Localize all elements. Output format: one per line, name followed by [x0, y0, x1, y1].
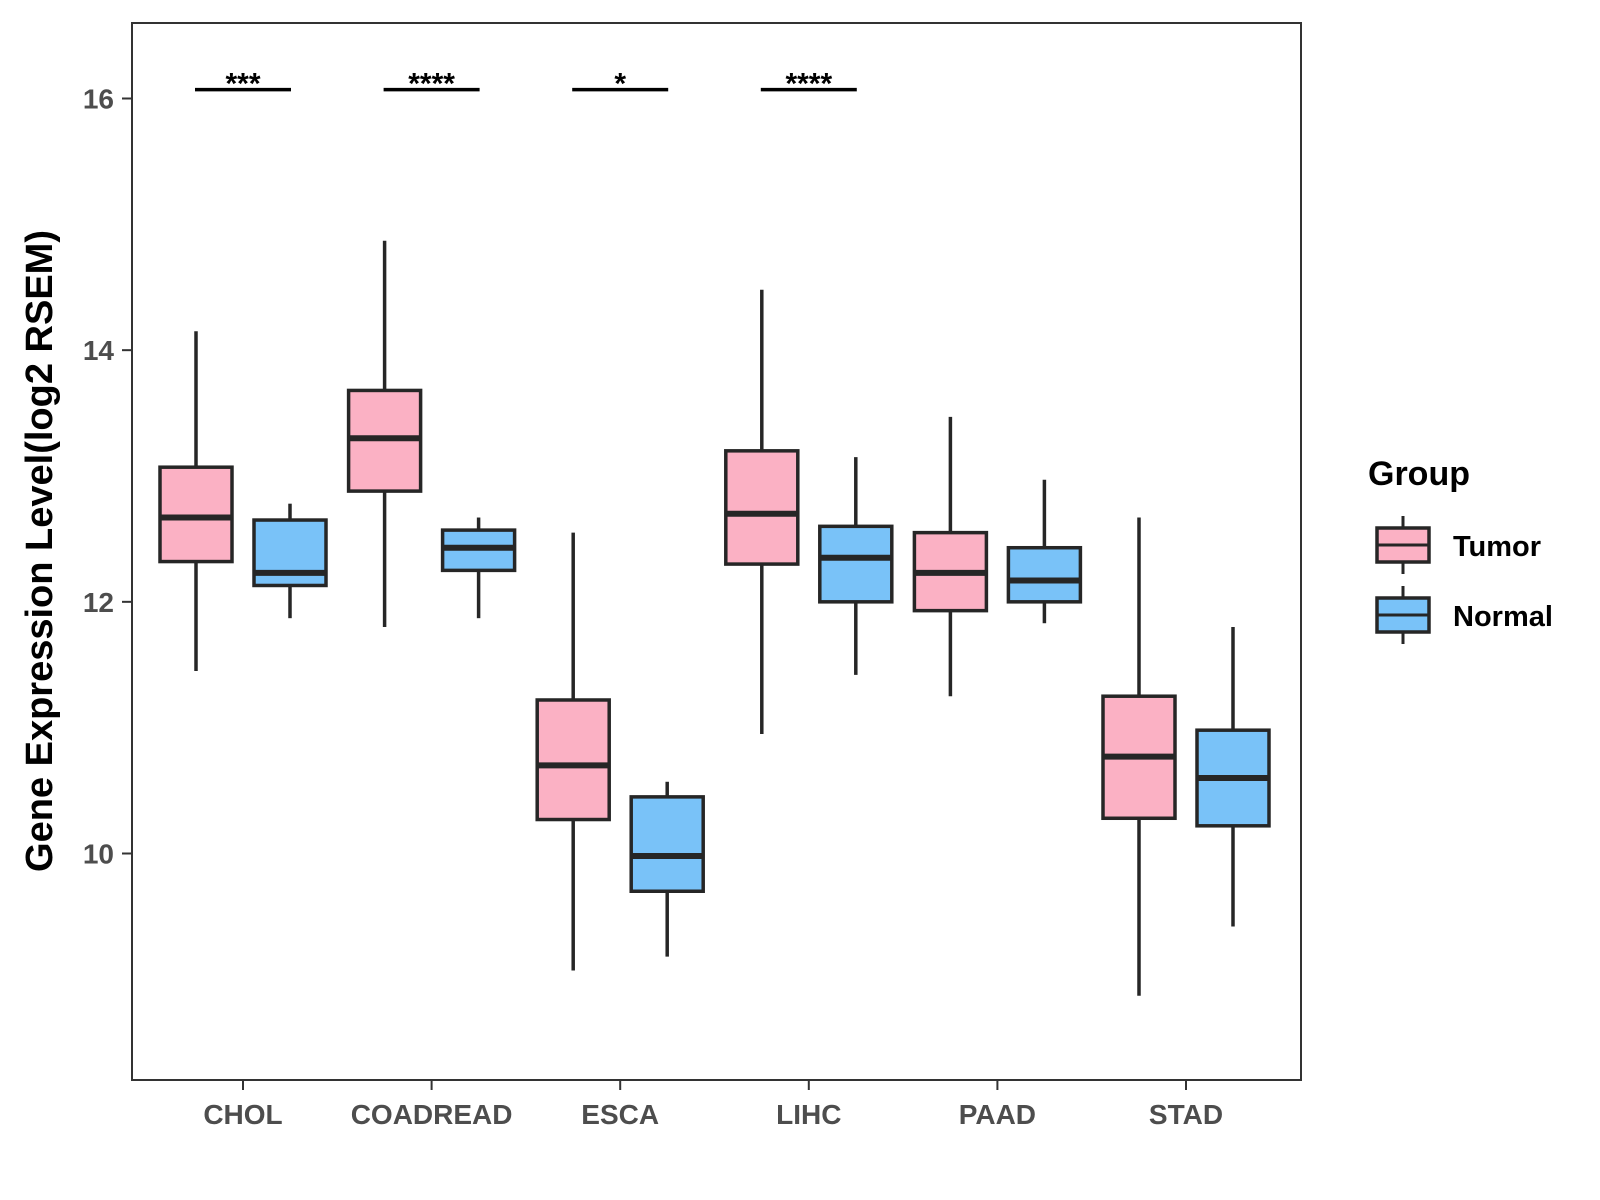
box-normal-coadread — [440, 517, 517, 619]
x-tick-label: CHOL — [203, 1099, 282, 1130]
box-tumor-esca — [535, 532, 611, 971]
box-tumor-lihc — [724, 289, 800, 734]
y-tick-label: 10 — [83, 839, 114, 870]
x-tick-label: STAD — [1149, 1099, 1223, 1130]
y-tick-label: 16 — [83, 84, 114, 115]
significance-label: **** — [785, 68, 832, 101]
box-normal-paad — [1006, 479, 1083, 624]
iqr-box — [724, 449, 800, 566]
x-tick-label: ESCA — [581, 1099, 659, 1130]
significance-label: * — [614, 68, 626, 101]
box-normal-lihc — [818, 457, 894, 675]
plot-panel-border — [131, 22, 1302, 1081]
box-tumor-stad — [1101, 517, 1177, 996]
legend-label: Normal — [1453, 601, 1553, 633]
iqr-box — [818, 524, 894, 604]
box-tumor-coadread — [346, 240, 423, 627]
x-tick-label: COADREAD — [351, 1099, 513, 1130]
legend: Group Tumor Normal — [1368, 455, 1553, 644]
legend-item-tumor: Tumor — [1375, 516, 1541, 574]
x-tick-label: PAAD — [959, 1099, 1036, 1130]
iqr-box — [158, 465, 234, 564]
box-normal-chol — [252, 503, 328, 619]
significance-label: **** — [408, 68, 455, 101]
legend-title: Group — [1368, 455, 1470, 493]
iqr-box — [629, 795, 705, 893]
box-normal-stad — [1195, 627, 1271, 927]
axes: 10 12 14 16 CHOL COADREAD ESCA LIHC PAAD STAD — [83, 84, 1223, 1131]
legend-label: Tumor — [1453, 531, 1541, 563]
significance-label: *** — [225, 68, 260, 101]
x-tick-label: LIHC — [776, 1099, 841, 1130]
y-tick-label: 12 — [83, 587, 114, 618]
legend-item-normal: Normal — [1375, 586, 1553, 644]
plot-marks: *** **** * **** — [158, 68, 1271, 996]
iqr-box — [1006, 545, 1083, 604]
y-tick-label: 14 — [83, 335, 115, 366]
box-tumor-chol — [158, 331, 234, 672]
iqr-box — [535, 698, 611, 822]
box-normal-esca — [629, 781, 705, 957]
box-tumor-paad — [912, 416, 989, 697]
y-axis-title: Gene Expression Level(log2 RSEM) — [19, 230, 61, 872]
